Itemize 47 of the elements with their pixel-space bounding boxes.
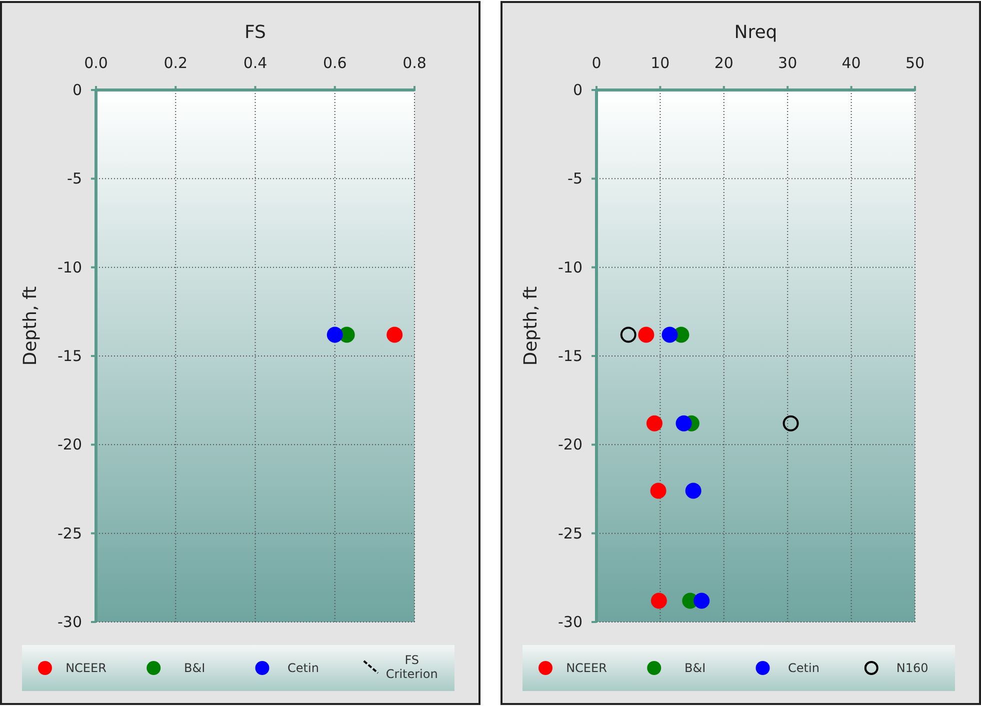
y-tick-label: -10 — [58, 258, 82, 276]
y-tick-label: -20 — [58, 436, 82, 454]
x-axis-title: FS — [244, 22, 266, 43]
y-axis-title: Depth, ft — [20, 286, 41, 366]
y-tick-label: -10 — [558, 258, 582, 276]
x-tick-label: 30 — [778, 54, 798, 72]
y-tick-label: -5 — [67, 170, 82, 188]
point — [782, 415, 799, 432]
y-tick-label: -30 — [558, 613, 582, 631]
point — [650, 482, 666, 499]
point — [694, 592, 710, 609]
legend-label: N160 — [896, 661, 928, 675]
x-tick-label: 0 — [592, 54, 602, 72]
y-tick-label: -30 — [58, 613, 82, 631]
y-tick-label: -25 — [58, 524, 82, 542]
legend-label: NCEER — [566, 661, 607, 675]
legend-label: FS Criterion — [386, 653, 438, 681]
x-tick-label: 40 — [842, 54, 861, 72]
legend-label: NCEER — [66, 661, 106, 675]
y-tick-label: -25 — [558, 524, 582, 542]
point — [646, 415, 662, 432]
legend-label: B&I — [184, 661, 206, 675]
x-tick-label: 0.2 — [164, 54, 188, 72]
point — [650, 592, 667, 609]
y-tick-label: -15 — [58, 347, 82, 365]
legend-label: B&I — [684, 661, 706, 675]
x-axis-title: Nreq — [734, 22, 778, 43]
point — [676, 415, 692, 432]
legend-label: Cetin — [288, 661, 319, 675]
x-tick-label: 0.6 — [322, 54, 347, 72]
x-tick-label: 50 — [905, 54, 925, 72]
point — [662, 326, 678, 343]
x-tick-label: 0.0 — [84, 54, 108, 72]
y-tick-label: -15 — [558, 347, 582, 365]
y-tick-label: 0 — [572, 81, 582, 99]
y-tick-label: -5 — [568, 170, 582, 188]
y-axis-title: Depth, ft — [520, 286, 542, 366]
x-tick-label: 0.4 — [243, 54, 268, 72]
point — [685, 482, 702, 499]
point — [638, 326, 654, 343]
y-tick-label: 0 — [72, 81, 82, 99]
legend-label: Cetin — [788, 661, 820, 675]
point — [620, 326, 636, 343]
y-tick-label: -20 — [558, 436, 582, 454]
x-tick-label: 10 — [650, 54, 670, 72]
x-tick-label: 20 — [714, 54, 734, 72]
x-tick-label: 0.8 — [402, 54, 426, 72]
